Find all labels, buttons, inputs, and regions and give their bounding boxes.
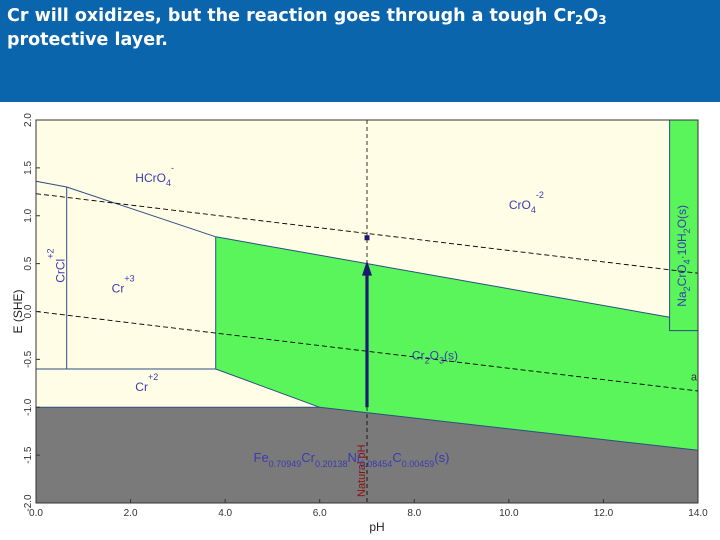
- x-axis-label: pH: [369, 520, 384, 534]
- formula-part: HCrO: [135, 171, 166, 185]
- water-stability-line: [35, 193, 699, 274]
- formula-part: 0.20138: [315, 459, 348, 469]
- x-tick-label: 0.0: [29, 508, 43, 519]
- formula-part: ·10H: [675, 233, 689, 259]
- title-text: Cr will oxidizes, but the reaction goes …: [7, 6, 575, 26]
- pourbaix-diagram: Natural pH0.0 2.0 4.0 6.0 8.0 10.0 12.0 14.0-2.…: [11, 113, 708, 534]
- formula-part: C: [392, 450, 401, 465]
- potential-marker: [364, 235, 370, 241]
- formula-part: 4: [166, 178, 171, 188]
- region-crcl-2: [36, 181, 67, 369]
- formula-part: +2: [45, 249, 55, 259]
- formula-part: 4: [531, 205, 536, 215]
- region-label: CrCl+2: [45, 249, 67, 283]
- formula-part: Ni: [347, 450, 359, 465]
- y-tick-label: 0.0: [23, 304, 34, 318]
- slide-header: Cr will oxidizes, but the reaction goes …: [0, 0, 720, 102]
- formula-part: 0.70949: [269, 459, 302, 469]
- formula-part: CrO: [509, 198, 531, 212]
- y-tick-label: -1.5: [23, 446, 34, 464]
- formula-part: (s): [434, 450, 449, 465]
- alloy-label: Fe0.70949Cr0.20138Ni0.08454C0.00459(s): [254, 450, 450, 469]
- formula-part: -2: [536, 190, 544, 200]
- boundary-line: [36, 368, 320, 408]
- formula-part: Cr: [112, 281, 125, 295]
- formula-part: -: [171, 163, 174, 173]
- formula-part: O: [430, 348, 439, 362]
- region-label: Cr2O3(s): [412, 348, 458, 365]
- boundary-line: [669, 120, 698, 332]
- region-label: Cr+3: [112, 273, 135, 295]
- boundary-line: [35, 180, 670, 318]
- y-tick-label: -2.0: [23, 494, 34, 512]
- boundary-line: [36, 406, 699, 451]
- x-tick-label: 2.0: [124, 508, 138, 519]
- natural-ph-label: Natural pH: [356, 444, 368, 497]
- formula-part: Na: [675, 291, 689, 307]
- formula-part: Cr: [412, 348, 425, 362]
- formula-part: O(s): [675, 205, 689, 228]
- formula-part: (s): [444, 348, 458, 362]
- formula-part: 0.08454: [360, 459, 393, 469]
- y-axis-label: E (SHE): [11, 289, 25, 333]
- formula-part: CrCl: [53, 259, 67, 283]
- x-tick-label: 10.0: [499, 508, 519, 519]
- x-tick-label: 14.0: [688, 508, 708, 519]
- y-tick-label: -0.5: [23, 350, 34, 368]
- x-tick-label: 4.0: [218, 508, 232, 519]
- formula-part: 2: [682, 228, 692, 233]
- formula-part: CrO: [675, 264, 689, 286]
- y-tick-label: 1.5: [23, 160, 34, 174]
- formula-part: 0.00459: [402, 459, 435, 469]
- slide-title: Cr will oxidizes, but the reaction goes …: [7, 4, 707, 52]
- formula-part: +2: [148, 372, 158, 382]
- region-label: HCrO4-: [135, 163, 174, 188]
- formula-part: +3: [124, 273, 134, 283]
- x-tick-label: 12.0: [594, 508, 614, 519]
- region-label: CrO4-2: [509, 190, 544, 215]
- water-stability-line: [35, 311, 699, 392]
- y-tick-label: 1.0: [23, 208, 34, 222]
- x-tick-label: 8.0: [407, 508, 421, 519]
- x-tick-label: 6.0: [313, 508, 327, 519]
- formula-part: 4: [682, 259, 692, 264]
- region-label: Na2CrO4·10H2O(s): [675, 205, 692, 307]
- title-subscript: 2: [574, 13, 584, 27]
- formula-part: Cr: [135, 380, 148, 394]
- title-text-o: O: [583, 6, 599, 26]
- region-cr2o3-s-: [215, 236, 698, 451]
- formula-part: 2: [425, 355, 430, 365]
- region-cr-2: [36, 369, 320, 408]
- y-tick-label: 2.0: [23, 113, 34, 127]
- region-label: Cr+2: [135, 372, 158, 394]
- formula-part: 2: [682, 286, 692, 291]
- region-fe-cr-ni-c-s-: [36, 407, 698, 503]
- edge-label: a: [691, 371, 698, 383]
- title-subscript-3: 3: [598, 13, 607, 27]
- formula-part: Fe: [254, 450, 269, 465]
- region-hcro4-: [36, 120, 670, 318]
- formula-part: Cr: [301, 450, 315, 465]
- region-na2cro4-10h2o-s-: [669, 120, 698, 331]
- y-tick-label: 0.5: [23, 256, 34, 270]
- y-tick-label: -1.0: [23, 398, 34, 416]
- region-cr-3: [66, 187, 216, 369]
- oxidation-arrow-head: [362, 260, 372, 276]
- formula-part: 3: [439, 355, 444, 365]
- title-line-2: protective layer.: [7, 30, 168, 50]
